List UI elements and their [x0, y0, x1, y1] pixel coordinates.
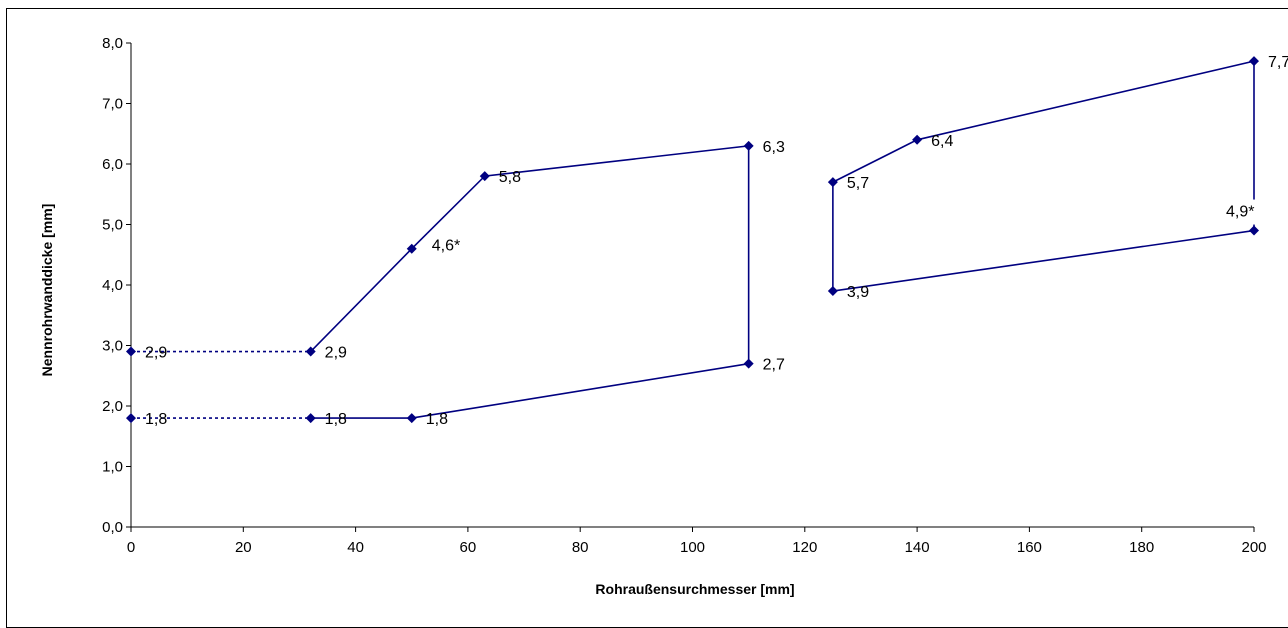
chart-data-labels: 2,9 1,8 2,9 1,8 1,8 4,6* 5,8 6,3 2,7 5,7 3,9 6,4 7,7…: [145, 54, 1288, 428]
data-label: 4,6*: [432, 238, 460, 255]
x-tick-label: 20: [235, 539, 252, 556]
data-point-marker: [1249, 225, 1259, 236]
x-tick-label: 60: [460, 539, 477, 556]
data-point-marker: [827, 286, 838, 297]
data-label-background: [1222, 199, 1259, 225]
x-tick-label: 200: [1241, 539, 1266, 556]
data-label: 3,9: [847, 284, 869, 301]
data-point-marker: [406, 413, 417, 424]
y-tick-label: 7,0: [102, 96, 123, 113]
data-label: 7,7: [1268, 54, 1288, 71]
x-tick-label: 0: [127, 539, 135, 556]
y-tick-label: 3,0: [102, 338, 123, 355]
y-tick-label: 2,0: [102, 398, 123, 415]
data-label: 2,9: [145, 345, 167, 362]
data-label: 2,7: [763, 357, 785, 374]
data-point-marker: [305, 346, 316, 357]
x-axis-title: Rohraußensurchmesser [mm]: [595, 581, 794, 597]
y-tick-label: 4,0: [102, 277, 123, 294]
data-label: 6,3: [763, 139, 785, 156]
y-axis-title: Nennrohrwanddicke [mm]: [39, 204, 55, 377]
y-tick-label: 1,0: [102, 459, 123, 476]
y-tick-label: 6,0: [102, 156, 123, 173]
data-point-marker: [1249, 56, 1259, 67]
x-tick-label: 140: [905, 539, 930, 556]
chart-series: [131, 60, 1255, 419]
data-point-marker: [743, 358, 754, 369]
data-point-marker: [743, 140, 754, 151]
data-label: 1,8: [426, 411, 448, 428]
data-label: 2,9: [325, 345, 347, 362]
data-point-marker: [126, 413, 136, 424]
x-tick-label: 160: [1017, 539, 1042, 556]
data-point-marker: [479, 171, 490, 182]
data-label: 5,8: [499, 169, 521, 186]
data-label: 6,4: [931, 133, 953, 150]
x-tick-label: 120: [792, 539, 817, 556]
data-point-marker: [912, 134, 923, 145]
data-label-background: [427, 233, 465, 259]
x-tick-label: 180: [1129, 539, 1154, 556]
data-point-marker: [406, 243, 417, 254]
data-point-marker: [827, 177, 838, 188]
data-point-marker: [126, 346, 136, 357]
series-line-4: [832, 60, 1255, 292]
data-label: 1,8: [325, 411, 347, 428]
x-tick-label: 100: [680, 539, 705, 556]
data-label: 4,9*: [1226, 204, 1254, 221]
y-tick-label: 5,0: [102, 217, 123, 234]
data-label: 1,8: [145, 411, 167, 428]
chart-markers: [126, 56, 1259, 424]
y-tick-label: 0,0: [102, 519, 123, 536]
data-label: 5,7: [847, 175, 869, 192]
data-point-marker: [305, 413, 316, 424]
chart-axes: 0,0 1,0 2,0 3,0 4,0 5,0 6,0 7,0 8,0 0 20 40 60 80 100 1…: [102, 35, 1266, 556]
x-tick-label: 80: [572, 539, 589, 556]
x-tick-label: 40: [347, 539, 364, 556]
y-tick-label: 8,0: [102, 35, 123, 52]
series-line-3: [310, 144, 750, 419]
